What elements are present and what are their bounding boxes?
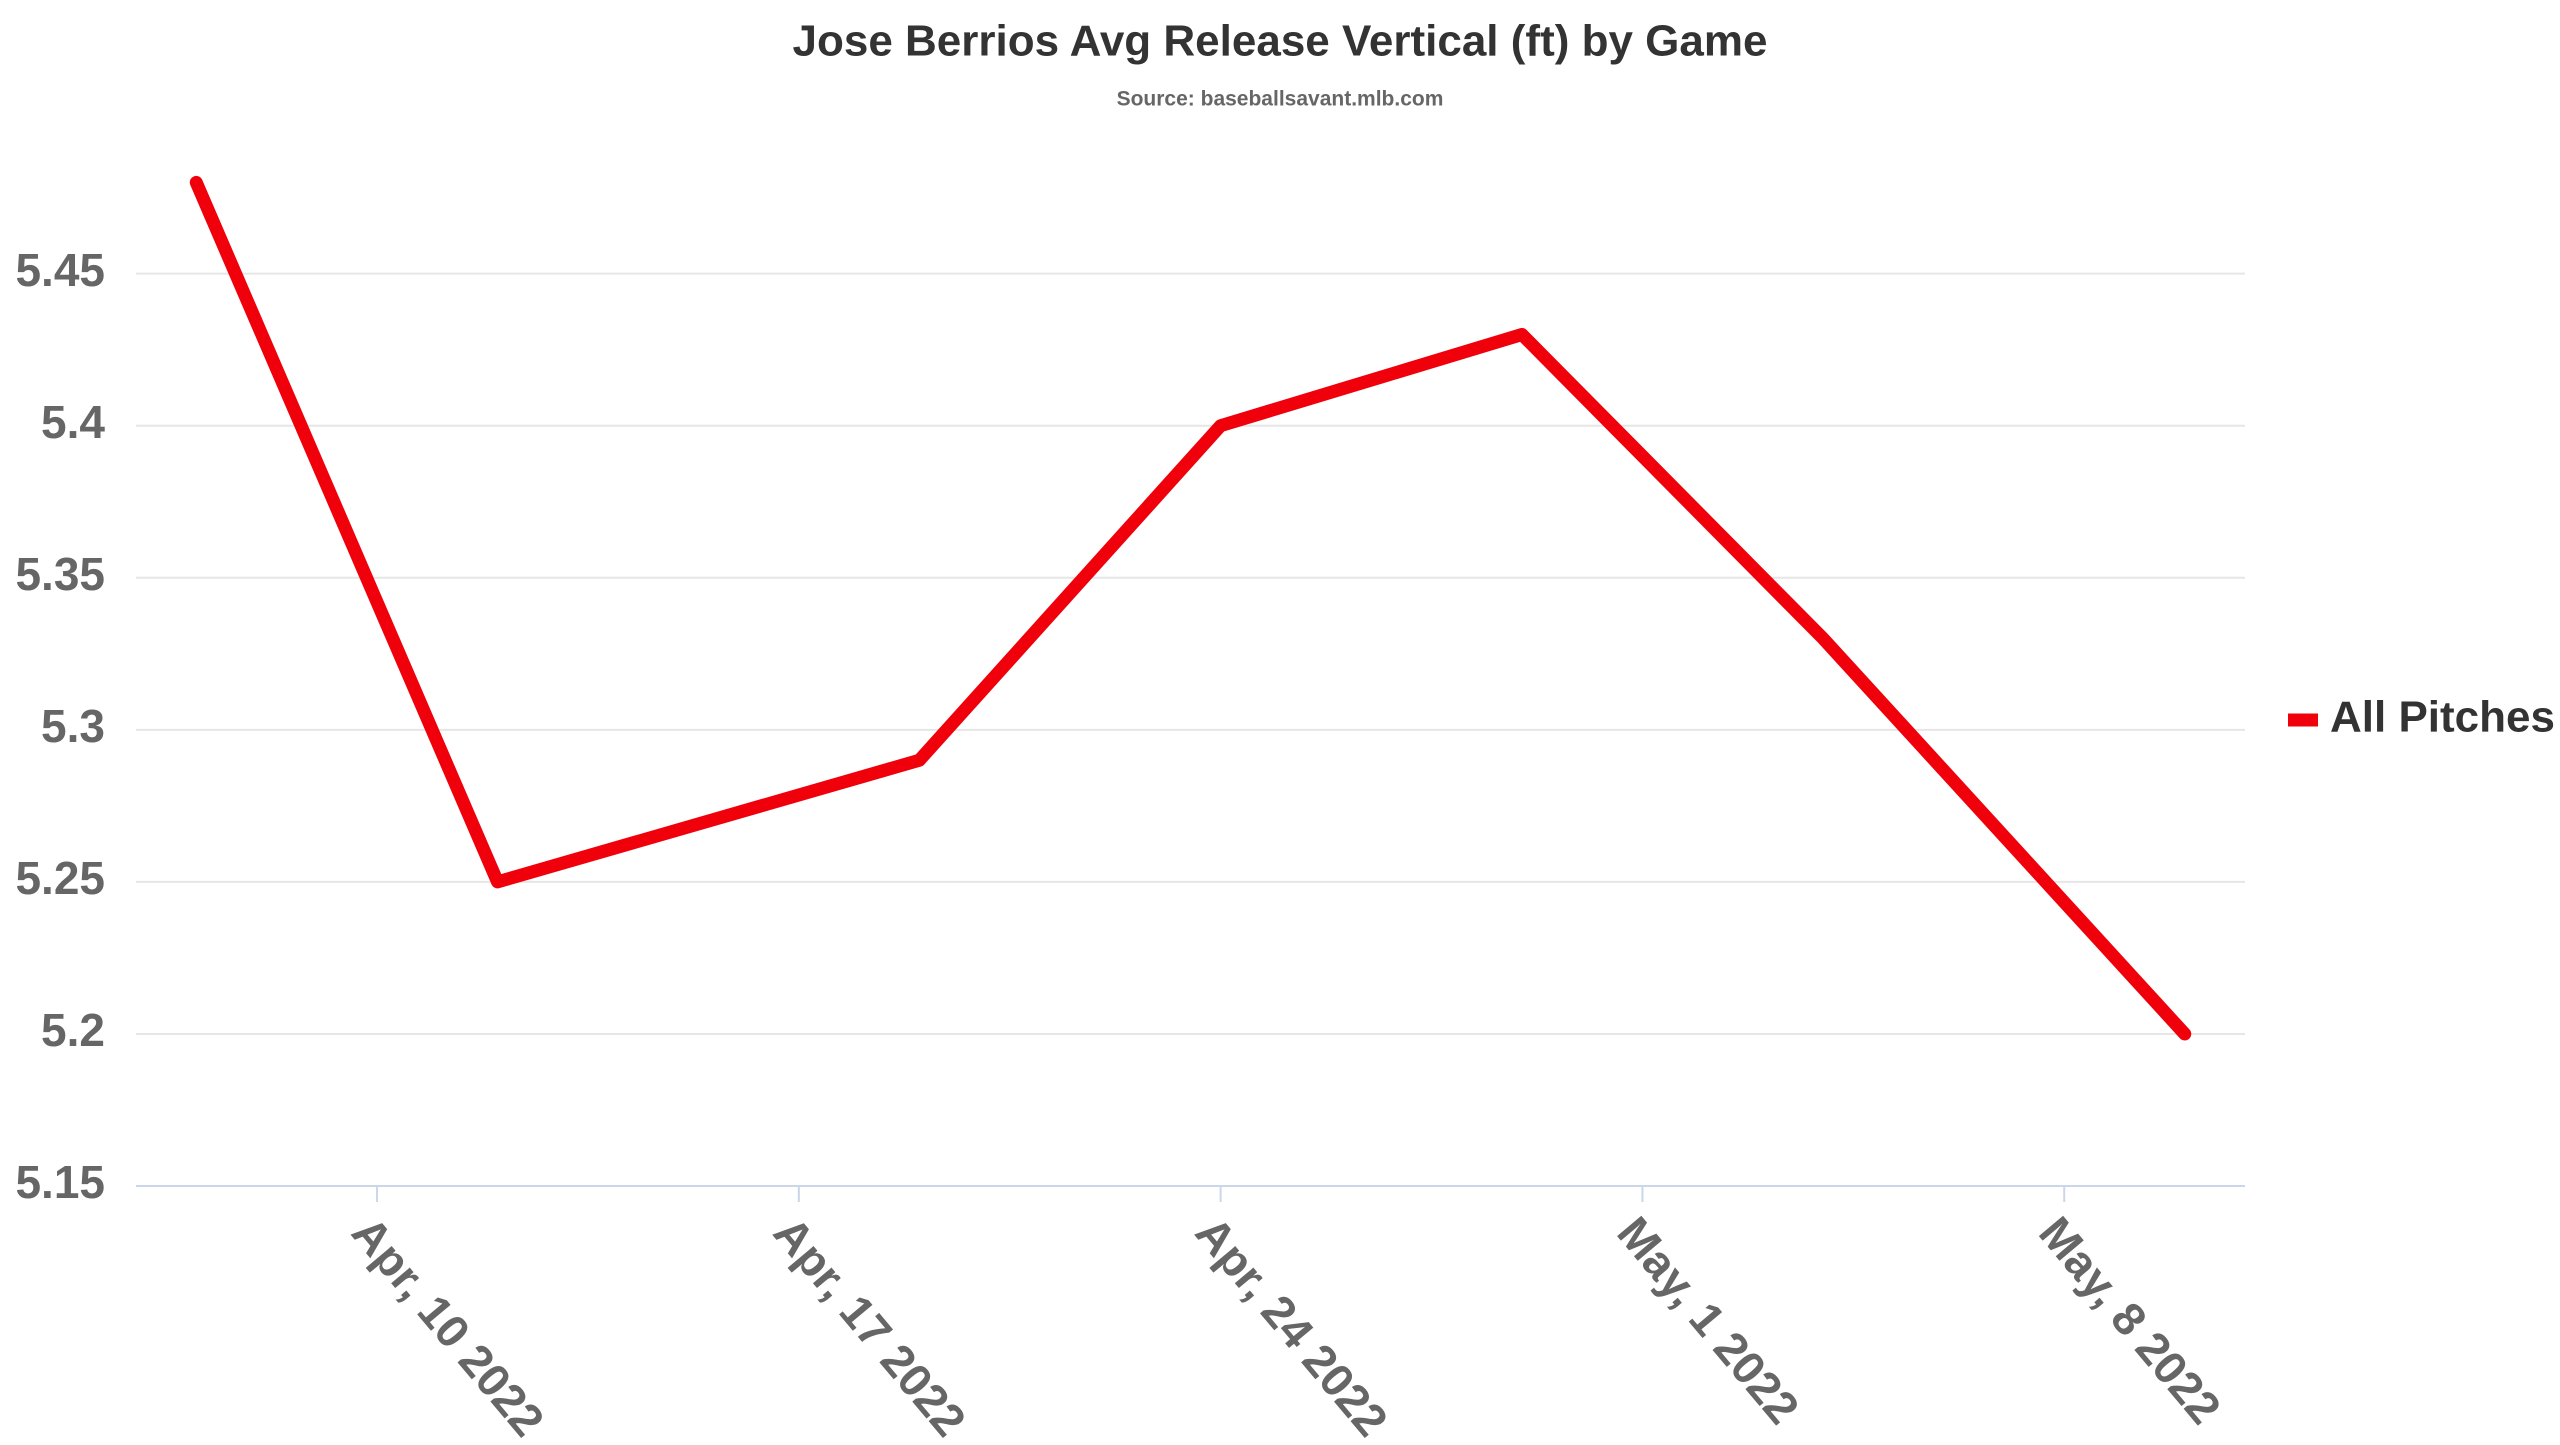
x-tick-label: May, 8 2022 [2029, 1207, 2231, 1434]
x-tick-label: Apr, 17 2022 [764, 1207, 976, 1440]
y-tick-label: 5.25 [15, 852, 105, 904]
y-tick-label: 5.45 [15, 244, 105, 296]
x-tick-label: May, 1 2022 [1607, 1207, 1809, 1434]
chart-subtitle: Source: baseballsavant.mlb.com [1117, 88, 1444, 111]
y-tick-label: 5.3 [41, 700, 105, 752]
y-tick-label: 5.2 [41, 1004, 105, 1056]
y-tick-label: 5.35 [15, 548, 105, 600]
x-tick-label: Apr, 24 2022 [1186, 1207, 1398, 1440]
chart-title: Jose Berrios Avg Release Vertical (ft) b… [793, 17, 1768, 66]
y-tick-label: 5.4 [41, 396, 105, 448]
y-tick-label: 5.15 [15, 1156, 105, 1208]
series-line [189, 175, 2192, 1041]
x-tick-label: Apr, 10 2022 [342, 1207, 554, 1440]
legend-label: All Pitches [2330, 693, 2555, 742]
